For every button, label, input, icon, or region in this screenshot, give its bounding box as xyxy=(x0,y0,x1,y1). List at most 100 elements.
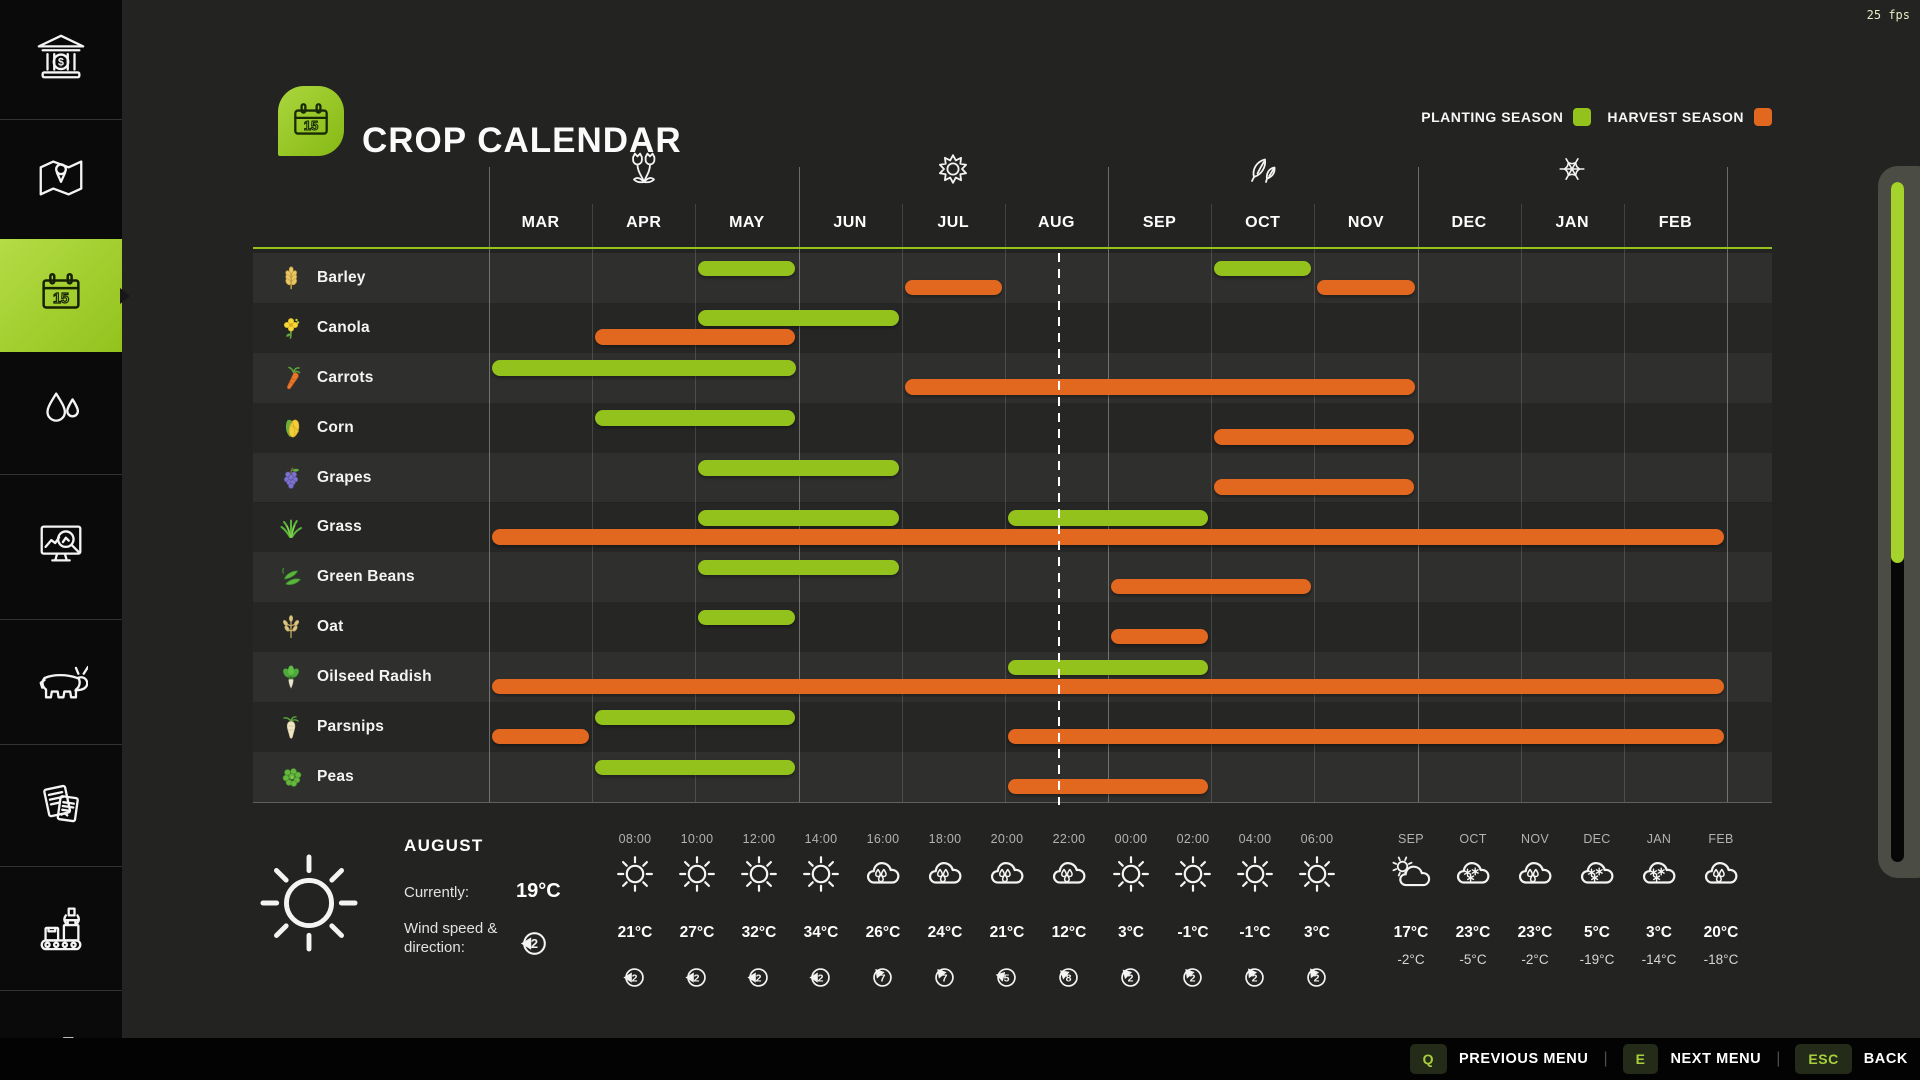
chart-bottom-divider xyxy=(253,802,1772,803)
hourly-forecast-2200: 22:00 12°C 8 xyxy=(1038,832,1100,1008)
scrollbar-track[interactable] xyxy=(1891,182,1904,862)
sidebar-item-production[interactable] xyxy=(0,866,122,991)
harvest-bar-barley xyxy=(1317,279,1415,295)
month-gridline xyxy=(1314,204,1316,802)
legend-planting: PLANTING SEASON xyxy=(1421,108,1592,126)
hourly-forecast-1800: 18:00 24°C 7 xyxy=(914,832,976,1008)
forecast-time: 12:00 xyxy=(742,832,776,846)
sidebar-item-map[interactable] xyxy=(0,119,122,240)
current-day-marker xyxy=(1057,253,1060,805)
crop-label-grass: Grass xyxy=(253,503,489,553)
forecast-temp: 3°C xyxy=(1303,924,1330,941)
wind-direction-icon: 8 xyxy=(1055,964,1082,996)
forecast-high-temp: 3°C xyxy=(1645,924,1672,941)
wind-direction-icon: 2 xyxy=(1241,964,1268,996)
forecast-low-temp: -18°C xyxy=(1703,952,1739,967)
active-item-pointer xyxy=(120,287,130,304)
month-header-apr: APR xyxy=(626,214,662,231)
oilseed-radish-icon xyxy=(278,664,304,690)
month-header-jan: JAN xyxy=(1555,214,1590,231)
svg-text:7: 7 xyxy=(880,972,886,984)
sidebar-item-contracts[interactable] xyxy=(0,744,122,867)
menu-action-previous-menu[interactable]: Q PREVIOUS MENU xyxy=(1409,1044,1589,1074)
sidebar-item-precipitation-drops[interactable] xyxy=(0,352,122,475)
barley-icon xyxy=(278,265,304,291)
menu-action-label: PREVIOUS MENU xyxy=(1458,1051,1589,1067)
crop-label-carrots: Carrots xyxy=(253,353,489,403)
crop-label-corn: Corn xyxy=(253,403,489,453)
month-gridline xyxy=(695,204,697,802)
crop-row-green-beans xyxy=(253,552,1772,603)
sun-weather-icon xyxy=(1235,854,1275,899)
crop-row-grapes xyxy=(253,452,1772,503)
crop-calendar-icon: 15 xyxy=(278,86,344,156)
crop-name: Grass xyxy=(317,518,362,536)
month-gridline xyxy=(1108,167,1109,802)
hourly-forecast-2000: 20:00 21°C 5 xyxy=(976,832,1038,1008)
menu-action-next-menu[interactable]: E NEXT MENU xyxy=(1622,1044,1762,1074)
menu-action-back[interactable]: ESC BACK xyxy=(1795,1044,1908,1074)
wind-direction-icon: 2 xyxy=(621,964,648,996)
forecast-temp: 27°C xyxy=(679,924,715,941)
sidebar-item-prices-chart[interactable] xyxy=(0,474,122,620)
sidebar-item-calendar[interactable]: 15 xyxy=(0,239,122,352)
wind-direction-icon: 2 xyxy=(1303,964,1330,996)
month-gridline xyxy=(1623,204,1625,802)
forecast-time: 16:00 xyxy=(866,832,900,846)
harvest-bar-canola xyxy=(595,329,796,345)
green-beans-icon xyxy=(278,564,304,590)
sun-weather-icon xyxy=(615,854,655,899)
hourly-forecast-1600: 16:00 26°C 7 xyxy=(852,832,914,1008)
svg-text:2: 2 xyxy=(632,972,638,984)
current-wind-icon: 2 xyxy=(518,927,551,965)
legend-harvest: HARVEST SEASON xyxy=(1607,108,1772,126)
crop-label-green-beans: Green Beans xyxy=(253,552,489,602)
menu-action-label: BACK xyxy=(1863,1051,1908,1067)
svg-text:2: 2 xyxy=(694,972,700,984)
planting-bar-parsnips xyxy=(595,709,796,726)
autumn-leaves-icon xyxy=(1244,150,1282,193)
month-gridline xyxy=(1211,204,1213,802)
harvest-bar-corn xyxy=(1214,429,1415,445)
month-header-oct: OCT xyxy=(1245,214,1281,231)
wind-direction-icon: 2 xyxy=(1179,964,1206,996)
harvest-bar-parsnips xyxy=(1007,728,1725,745)
forecast-month: DEC xyxy=(1583,832,1611,846)
rain-weather-icon xyxy=(1049,854,1089,899)
crop-name: Barley xyxy=(317,268,366,286)
svg-text:5: 5 xyxy=(1004,972,1010,984)
svg-text:2: 2 xyxy=(756,972,762,984)
month-header-may: MAY xyxy=(729,214,765,231)
crop-name: Peas xyxy=(317,767,354,785)
crop-name: Carrots xyxy=(317,368,374,386)
menu-action-label: NEXT MENU xyxy=(1670,1051,1762,1067)
forecast-low-temp: -14°C xyxy=(1641,952,1677,967)
hourly-forecast-0800: 08:00 21°C 2 xyxy=(604,832,666,1008)
wind-direction-icon: 2 xyxy=(807,964,834,996)
crop-name: Green Beans xyxy=(317,568,415,586)
rain-weather-icon xyxy=(1701,854,1741,899)
forecast-temp: -1°C xyxy=(1239,924,1271,941)
current-temperature: 19°C xyxy=(516,880,561,902)
menu-separator: | xyxy=(1776,1050,1781,1067)
planting-bar-grass xyxy=(1007,510,1209,526)
crop-name: Corn xyxy=(317,418,354,436)
legend-planting-label: PLANTING SEASON xyxy=(1421,109,1564,125)
monthly-forecast-jan: JAN 3°C -14°C xyxy=(1628,832,1690,1008)
legend: PLANTING SEASON HARVEST SEASON xyxy=(1421,108,1772,126)
sidebar-item-animals-cow[interactable] xyxy=(0,619,122,745)
menu-separator: | xyxy=(1603,1050,1608,1067)
planting-color-swatch xyxy=(1573,108,1592,126)
scrollbar-thumb[interactable] xyxy=(1891,182,1904,563)
planting-bar-canola xyxy=(698,310,899,326)
planting-bar-carrots xyxy=(492,360,796,376)
planting-bar-oilseed-radish xyxy=(1007,659,1209,676)
harvest-bar-peas xyxy=(1007,778,1209,794)
month-gridline xyxy=(901,204,903,802)
crop-name: Oilseed Radish xyxy=(317,668,432,686)
sidebar-item-finances-bank[interactable]: $ xyxy=(0,0,122,120)
harvest-color-swatch xyxy=(1754,108,1772,126)
spring-tulips-icon xyxy=(625,150,663,193)
forecast-low-temp: -2°C xyxy=(1521,952,1549,967)
sun-weather-icon xyxy=(801,854,841,899)
